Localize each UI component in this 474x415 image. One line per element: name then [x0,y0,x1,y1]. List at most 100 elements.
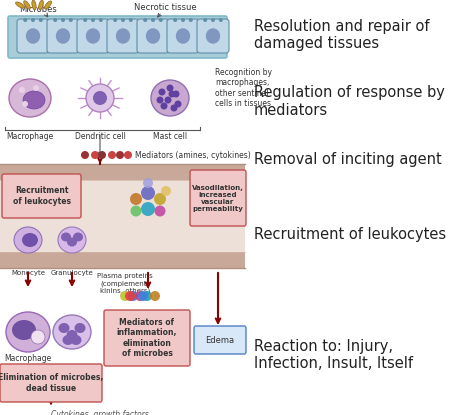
Bar [0,180,245,252]
Circle shape [181,18,185,22]
FancyBboxPatch shape [77,19,109,53]
FancyBboxPatch shape [197,19,229,53]
Ellipse shape [24,1,30,9]
Circle shape [128,291,138,301]
Ellipse shape [23,91,45,109]
Text: Mediators of
inflammation,
elimination
of microbes: Mediators of inflammation, elimination o… [117,318,177,358]
Circle shape [19,87,25,93]
Circle shape [161,103,167,110]
Circle shape [155,205,165,217]
Ellipse shape [61,232,71,242]
Circle shape [22,101,28,107]
Ellipse shape [6,312,50,352]
Ellipse shape [9,79,51,117]
Ellipse shape [39,0,43,10]
FancyBboxPatch shape [107,19,139,53]
Ellipse shape [22,233,38,247]
Circle shape [33,85,39,91]
FancyBboxPatch shape [8,16,227,58]
Circle shape [69,18,73,22]
Circle shape [138,291,148,301]
Ellipse shape [93,91,107,105]
Ellipse shape [206,28,220,44]
Circle shape [156,97,164,103]
Circle shape [168,90,175,98]
Ellipse shape [86,84,114,112]
FancyBboxPatch shape [17,19,49,53]
Circle shape [164,97,172,103]
Circle shape [158,88,165,95]
Circle shape [154,193,166,205]
Circle shape [120,291,130,301]
Ellipse shape [12,320,36,340]
Ellipse shape [151,80,189,116]
Text: Reaction to: Injury,
Infection, Insult, Itself: Reaction to: Injury, Infection, Insult, … [254,339,412,371]
FancyBboxPatch shape [137,19,169,53]
FancyBboxPatch shape [190,170,246,226]
Circle shape [113,18,117,22]
Ellipse shape [58,323,70,333]
Ellipse shape [32,0,36,10]
Circle shape [142,291,152,301]
Circle shape [31,330,45,344]
Text: Resolution and repair of
damaged tissues: Resolution and repair of damaged tissues [254,19,429,51]
Ellipse shape [14,227,42,253]
Circle shape [91,151,99,159]
FancyBboxPatch shape [47,19,79,53]
FancyBboxPatch shape [167,19,199,53]
Circle shape [219,18,223,22]
Circle shape [116,151,124,159]
Circle shape [166,85,173,91]
Ellipse shape [66,330,78,340]
Circle shape [130,193,142,205]
Circle shape [129,18,133,22]
Text: Macrophage: Macrophage [6,132,54,141]
Circle shape [189,18,193,22]
Text: Mediators (amines, cytokines): Mediators (amines, cytokines) [135,151,251,159]
Ellipse shape [53,315,91,349]
Circle shape [161,186,171,196]
Circle shape [81,151,89,159]
FancyBboxPatch shape [0,164,245,180]
Circle shape [61,18,65,22]
Circle shape [23,18,27,22]
Text: Cytokines, growth factors: Cytokines, growth factors [51,410,149,415]
Circle shape [174,100,182,107]
Text: Elimination of microbes,
dead tissue: Elimination of microbes, dead tissue [0,374,104,393]
Circle shape [143,178,153,188]
Circle shape [91,18,95,22]
Ellipse shape [73,232,83,242]
Ellipse shape [45,1,52,9]
Circle shape [143,18,147,22]
FancyBboxPatch shape [0,364,102,402]
Text: Dendritic cell: Dendritic cell [74,132,126,141]
Circle shape [39,18,43,22]
Ellipse shape [116,28,130,44]
Text: Vasodilation,
increased
vascular
permeability: Vasodilation, increased vascular permeab… [192,185,244,212]
Ellipse shape [26,28,40,44]
Text: Microbes: Microbes [19,5,57,15]
Circle shape [130,205,142,217]
Circle shape [53,18,57,22]
Circle shape [173,90,180,98]
Ellipse shape [74,323,85,333]
Circle shape [83,18,87,22]
Circle shape [150,291,160,301]
Circle shape [159,18,163,22]
Text: Recruitment
of leukocytes: Recruitment of leukocytes [13,186,71,206]
Circle shape [173,18,177,22]
Bar [0,252,245,268]
Ellipse shape [56,28,70,44]
FancyBboxPatch shape [2,174,81,218]
Text: Regulation of response by
mediators: Regulation of response by mediators [254,85,445,118]
FancyBboxPatch shape [104,310,190,366]
Text: Monocyte: Monocyte [11,270,45,276]
Circle shape [125,291,135,301]
Ellipse shape [86,28,100,44]
Text: Mast cell: Mast cell [153,132,187,141]
Ellipse shape [58,227,86,253]
Circle shape [135,291,145,301]
Circle shape [108,151,116,159]
Circle shape [31,18,35,22]
FancyBboxPatch shape [194,326,246,354]
